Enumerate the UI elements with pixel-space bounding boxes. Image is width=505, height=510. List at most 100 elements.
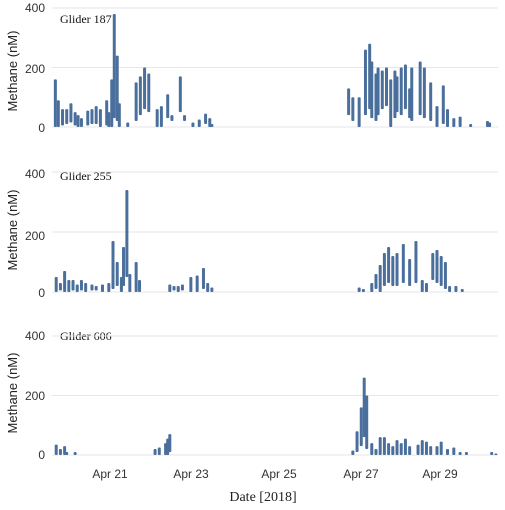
panel-1-data-bar-19 [134, 82, 138, 122]
panel-2-data-bar-0 [54, 277, 58, 292]
panel-1-data-bar-44 [389, 79, 393, 127]
panel-3-data-bar-6 [157, 447, 161, 455]
panel-1-data-bar-59 [469, 124, 473, 127]
panel-1-data-bar-37 [363, 49, 367, 116]
panel-1-data-bar-29 [191, 122, 195, 127]
panel-2-data-bar-31 [370, 283, 374, 292]
panel-2-data-bar-47 [448, 286, 452, 292]
panel-1-data-bar-18 [126, 122, 130, 127]
panel-2-data-bar-19 [138, 280, 142, 292]
panel-1-data-bar-28 [183, 115, 187, 122]
panel-3-data-bar-17 [378, 437, 382, 455]
panel-1-data-bar-55 [441, 85, 445, 125]
panel-1-data-bar-35 [351, 97, 355, 122]
panel-2-data-bar-12 [111, 241, 115, 289]
panel-3-data-bar-22 [399, 443, 403, 455]
panel-2-data-bar-15 [122, 247, 126, 286]
panel-2-data-bar-3 [67, 280, 71, 292]
panel-1-data-bar-33 [210, 124, 214, 127]
panel-2-data-bar-5 [75, 284, 79, 292]
panel-2-data-bar-29 [357, 287, 361, 292]
panel-3-data-bar-23 [403, 438, 407, 455]
panel-1-data-bar-14 [110, 79, 114, 127]
panel-3-data-bar-21 [395, 440, 399, 456]
panel-2-data-bar-25 [195, 275, 199, 292]
panel-2-data-bar-26 [201, 268, 205, 289]
panel-1-data-bar-5 [73, 112, 77, 126]
panel-2-ytick-0: 0 [38, 286, 45, 300]
panel-2-ytick-400: 400 [25, 167, 45, 181]
panel-3-data-bar-28 [429, 446, 433, 455]
panel-3-series [52, 335, 498, 456]
panel-3-data-bar-11 [355, 431, 359, 453]
panel-3-data-bar-13 [362, 377, 366, 438]
panel-2-data-bar-21 [172, 286, 176, 291]
panel-2-data-bar-23 [180, 284, 184, 291]
panel-1-data-bar-23 [155, 109, 159, 127]
panel-1-data-bar-8 [86, 110, 90, 126]
panel-2-data-bar-18 [134, 262, 138, 292]
panel-1-ytick-0: 0 [38, 121, 45, 135]
panel-3-data-bar-9 [168, 434, 172, 453]
panel-2-series [52, 171, 498, 293]
panel-1-data-bar-17 [117, 103, 121, 127]
panel-2-data-bar-45 [439, 256, 443, 286]
panel-1-data-bar-4 [69, 103, 73, 123]
panel-1-data-bar-20 [138, 76, 142, 116]
panel-1-data-bar-3 [65, 109, 69, 125]
panel-2-data-bar-40 [414, 241, 418, 283]
panel-2-data-bar-35 [387, 247, 391, 283]
panel-1-data-bar-24 [159, 106, 163, 127]
panel-1-data-bar-58 [458, 116, 462, 127]
panel-3-data-bar-16 [374, 449, 378, 455]
panel-2-data-bar-32 [374, 274, 378, 289]
x-axis-label: Date [2018] [229, 490, 296, 505]
panel-1-data-bar-50 [410, 67, 414, 122]
panel-1-data-bar-53 [429, 82, 433, 122]
x-tick-apr-23: Apr 23 [173, 467, 209, 481]
panel-2-data-bar-16 [125, 190, 129, 277]
panel-3-ytick-0: 0 [38, 448, 45, 462]
panel-1-ytick-400: 400 [25, 1, 45, 15]
panel-2-data-bar-28 [210, 287, 214, 292]
panel-3-ytick-200: 200 [25, 389, 45, 403]
panel-1-ylabel: Methane (nM) [5, 31, 20, 112]
panel-3-data-bar-3 [65, 452, 69, 455]
panel-2-data-bar-42 [424, 283, 428, 292]
panel-3-data-bar-29 [435, 446, 439, 455]
panel-1-data-bar-0 [53, 79, 57, 127]
panel-glider-255: Glider 255 Methane (nM) 400 200 0 [5, 167, 498, 300]
panel-2-data-bar-43 [431, 253, 435, 280]
panel-3-data-bar-20 [391, 446, 395, 455]
panel-1-data-bar-15 [112, 13, 116, 119]
panel-3-data-bar-24 [408, 446, 412, 455]
panel-2-data-bar-37 [395, 253, 399, 286]
panel-3-data-bar-14 [365, 395, 369, 450]
panel-1-data-bar-39 [370, 61, 374, 119]
panel-2-data-bar-8 [90, 284, 94, 291]
panel-1-data-bar-9 [90, 109, 94, 125]
panel-1-data-bar-25 [166, 94, 170, 119]
panel-2-data-bar-48 [454, 286, 458, 292]
panel-1-data-bar-46 [395, 76, 399, 113]
panel-1-data-bar-13 [107, 112, 111, 128]
panel-1-data-bar-36 [357, 97, 361, 127]
panel-2-data-bar-41 [420, 280, 424, 292]
panel-1-data-bar-27 [178, 76, 182, 113]
panel-1-data-bar-42 [380, 70, 384, 110]
panel-2-data-bar-1 [58, 283, 62, 291]
panel-3-data-bar-1 [58, 449, 62, 455]
panel-2-data-bar-33 [378, 265, 382, 292]
panel-1-data-bar-10 [94, 106, 98, 125]
x-tick-apr-25: Apr 25 [261, 467, 297, 481]
panel-glider-606: Glider 606 Methane (nM) 400 200 0 [5, 329, 498, 462]
panel-1-data-bar-41 [376, 67, 380, 116]
panel-2-data-bar-2 [63, 271, 67, 292]
panel-2-data-bar-34 [382, 253, 386, 286]
panel-3-data-bar-33 [458, 452, 462, 455]
panel-3-data-bar-34 [464, 452, 468, 455]
panel-3-data-bar-5 [153, 449, 157, 455]
panel-3-ytick-400: 400 [25, 329, 45, 343]
panel-2-data-bar-17 [128, 274, 132, 292]
